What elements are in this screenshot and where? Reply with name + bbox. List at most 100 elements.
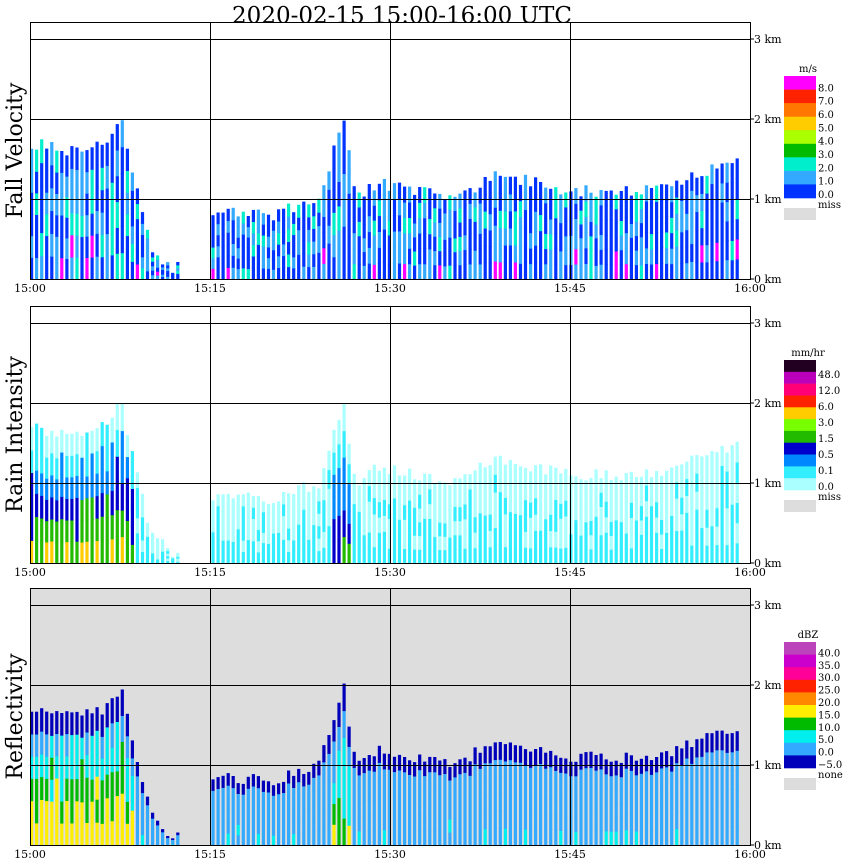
legend-swatch [784, 360, 816, 373]
x-tick-label: 15:00 [14, 566, 46, 579]
x-tick-label: 15:00 [14, 848, 46, 861]
legend-swatch [784, 679, 816, 693]
legend-swatch [784, 407, 816, 420]
legend-swatch [784, 184, 816, 199]
y-tick-label: 1 km [754, 759, 782, 772]
legend-swatch [784, 103, 816, 117]
legend-swatch [784, 755, 816, 769]
plot-frame [30, 588, 751, 846]
x-tick-label: 16:00 [734, 566, 766, 579]
legend-level: 1.5 [818, 434, 834, 445]
legend-level: 40.0 [818, 648, 840, 659]
y-tick-label: 0 km [754, 839, 782, 852]
legend-level: 15.0 [818, 710, 840, 721]
y-tick-label: 3 km [754, 599, 782, 612]
legend-level: 5.0 [818, 735, 834, 746]
legend-level: 0.0 [818, 748, 834, 759]
legend-level: 30.0 [818, 673, 840, 684]
legend-swatch [784, 717, 816, 731]
legend-swatch [784, 742, 816, 756]
y-tick-label: 1 km [754, 477, 782, 490]
legend-swatch [784, 654, 816, 668]
legend-swatch [784, 116, 816, 131]
legend-swatch [784, 442, 816, 455]
grid [30, 22, 750, 279]
legend-swatch [784, 157, 816, 172]
legend-level: 0.0 [818, 482, 834, 493]
legend-unit: m/s [799, 64, 817, 75]
legend-level: 25.0 [818, 686, 840, 697]
legend-swatch [784, 383, 816, 396]
legend-missing-label: miss [818, 200, 841, 211]
legend-swatch [784, 667, 816, 681]
legend-swatch [784, 395, 816, 408]
plot-frame [30, 22, 751, 280]
grid [30, 588, 750, 845]
legend-level: 6.0 [818, 402, 834, 413]
y-tick-label: 2 km [754, 397, 782, 410]
x-tick-label: 15:15 [194, 282, 226, 295]
legend-level: 3.0 [818, 150, 834, 161]
legend-level: 0.1 [818, 466, 834, 477]
legend-swatch [784, 692, 816, 706]
legend-level: 35.0 [818, 661, 840, 672]
legend-unit: dBZ [798, 630, 819, 641]
panel-ylabel: Reflectivity [3, 653, 28, 780]
panel-1: 15:00 15:15 15:30 15:45 16:000 km 1 km 2 km 3 k… [3, 22, 841, 295]
legend-level: 8.0 [818, 83, 834, 94]
legend-level: 20.0 [818, 698, 840, 709]
legend-missing-swatch [784, 500, 816, 512]
x-tick-label: 15:45 [554, 566, 586, 579]
y-tick-label: 3 km [754, 317, 782, 330]
legend-swatch [784, 170, 816, 185]
legend-level: 6.0 [818, 110, 834, 121]
legend-swatch [784, 371, 816, 384]
y-tick-label: 3 km [754, 33, 782, 46]
echo-field [30, 402, 739, 564]
legend-swatch [784, 130, 816, 145]
x-tick-label: 15:15 [194, 566, 226, 579]
y-tick-label: 1 km [754, 193, 782, 206]
y-tick-label: 2 km [754, 113, 782, 126]
x-tick-label: 15:00 [14, 282, 46, 295]
legend-swatch [784, 705, 816, 718]
legend-level: −5.0 [818, 760, 842, 771]
x-tick-label: 15:30 [374, 282, 406, 295]
legend-level: 0.5 [818, 450, 834, 461]
plot-frame [30, 306, 751, 564]
legend: dBZ 40.0 35.030.0 25.020.015.0 10.05.0 0.0−5.… [784, 630, 843, 790]
legend-swatch [784, 478, 816, 491]
legend-swatch [784, 730, 816, 744]
legend-level: 12.0 [818, 386, 840, 397]
legend-level: 3.0 [818, 418, 834, 429]
legend-swatch [784, 454, 816, 467]
legend-missing-swatch [784, 778, 816, 790]
legend-missing-label: miss [818, 492, 841, 503]
legend-swatch [784, 76, 816, 90]
legend-swatch [784, 642, 816, 655]
legend-missing-label: none [818, 770, 843, 781]
panel-3: 15:00 15:15 15:30 15:45 16:000 km 1 km 2 km 3 k… [3, 588, 843, 861]
legend-missing-swatch [784, 208, 816, 220]
legend-level: 4.0 [818, 137, 834, 148]
y-tick-label: 2 km [754, 679, 782, 692]
legend-level: 1.0 [818, 177, 834, 188]
legend-level: 48.0 [818, 370, 840, 381]
panel-ylabel: Fall Velocity [3, 82, 28, 218]
legend-level: 10.0 [818, 723, 840, 734]
legend-level: 5.0 [818, 123, 834, 134]
echo-field [30, 120, 739, 280]
x-tick-label: 16:00 [734, 848, 766, 861]
x-tick-label: 15:30 [374, 848, 406, 861]
x-tick-label: 15:30 [374, 566, 406, 579]
legend-swatch [784, 430, 816, 443]
x-tick-label: 16:00 [734, 282, 766, 295]
legend-level: 0.0 [818, 190, 834, 201]
legend-swatch [784, 466, 816, 479]
panel-ylabel: Rain Intensity [3, 355, 28, 512]
echo-field [30, 683, 739, 846]
x-tick-label: 15:45 [554, 282, 586, 295]
